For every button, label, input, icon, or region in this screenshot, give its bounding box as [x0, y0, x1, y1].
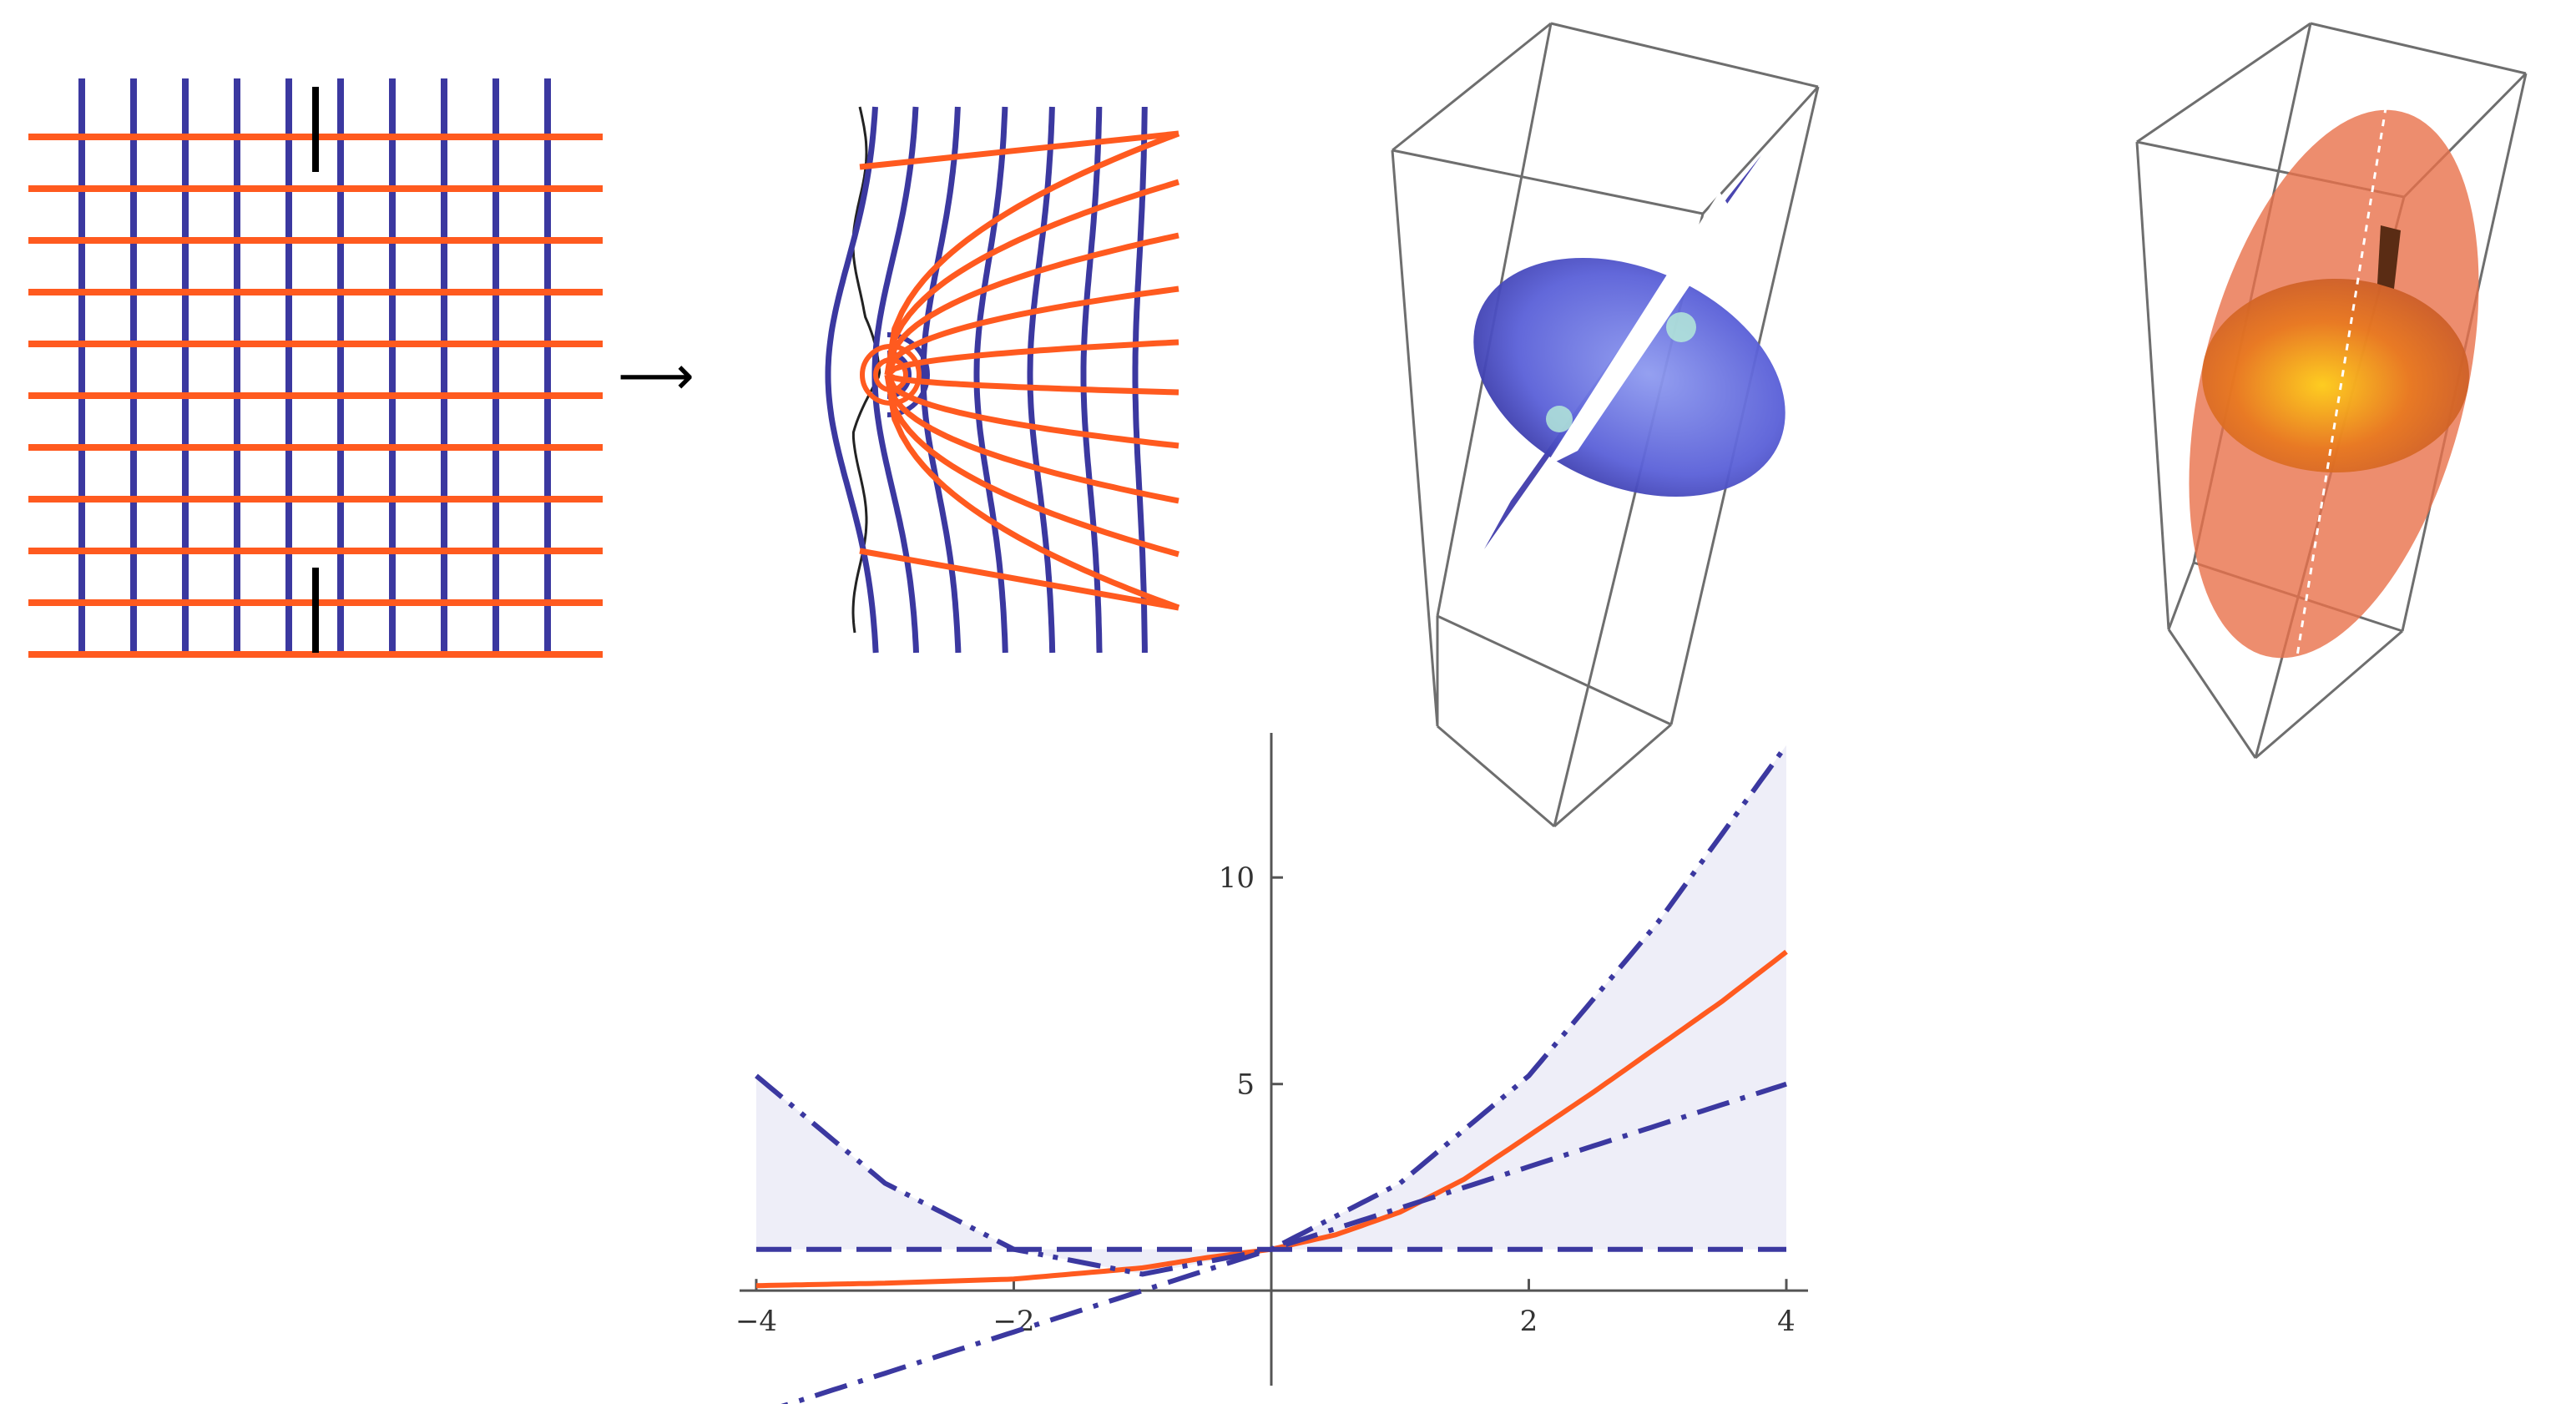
shaded-band: [756, 745, 1786, 1275]
highlight-spot: [1666, 312, 1696, 342]
mapped-vertical-curve: [973, 106, 1008, 654]
mapping-arrow: ⟶: [618, 346, 695, 407]
box-edge: [2167, 629, 2257, 759]
box-edge: [1553, 723, 1672, 828]
box-edge: [1437, 614, 1672, 726]
x-tick-label: 4: [1777, 1305, 1796, 1338]
focus-ring: [860, 344, 922, 406]
box-edge: [1392, 149, 1704, 215]
box-edge: [2167, 562, 2195, 630]
mapped-horizontal-curve: [884, 232, 1179, 376]
box-edge: [2135, 141, 2170, 630]
mapped-vertical-curve: [1027, 106, 1056, 654]
mapped-vertical-curve: [825, 106, 879, 654]
y-tick-label: 10: [1219, 861, 1255, 895]
focus-ring: [873, 357, 908, 392]
surface-disc: [1473, 257, 1786, 497]
mapped-vertical-curve: [1080, 106, 1103, 654]
box-edge: [2255, 629, 2403, 760]
blue-surface-box: [1391, 22, 1820, 828]
box-edge: [1392, 22, 1552, 152]
highlight-spot: [1546, 406, 1573, 432]
x-tick-label: 2: [1520, 1305, 1538, 1338]
mapped-edge-top: [859, 130, 1179, 170]
series-dashdotdot: [755, 744, 1789, 1277]
mapped-horizontal-curve: [885, 339, 1179, 377]
mapped-horizontal-curve: [884, 373, 1179, 504]
x-tick-label: −4: [735, 1305, 777, 1338]
slit-shadow: [2377, 225, 2401, 289]
box-edge: [1550, 22, 1819, 88]
box-edge: [1391, 149, 1439, 727]
mapped-horizontal-curve: [884, 374, 1179, 558]
box-edge: [1701, 85, 1820, 215]
mapped-horizontal-curve: [884, 130, 1180, 376]
grid-after-panel: [825, 106, 1180, 654]
box-edge: [2136, 22, 2311, 144]
axis-line: [2286, 66, 2394, 719]
box-edge: [1437, 725, 1555, 828]
mapped-horizontal-curve: [884, 285, 1179, 376]
surface-disc: [2202, 279, 2469, 472]
y-tick-label: 5: [1236, 1068, 1255, 1102]
surface-slit: [1544, 192, 1736, 467]
mapped-vertical-curve: [1132, 106, 1148, 653]
mapped-horizontal-curve: [884, 374, 1180, 611]
mapped-horizontal-curve: [884, 373, 1179, 449]
mapped-edge-bottom: [859, 548, 1179, 611]
mapped-horizontal-curve: [884, 179, 1180, 376]
box-edge: [2310, 22, 2527, 75]
orange-surface-box: [2135, 22, 2528, 760]
grid-before-panel: [28, 78, 603, 658]
mapped-horizontal-curve: [886, 371, 1179, 396]
